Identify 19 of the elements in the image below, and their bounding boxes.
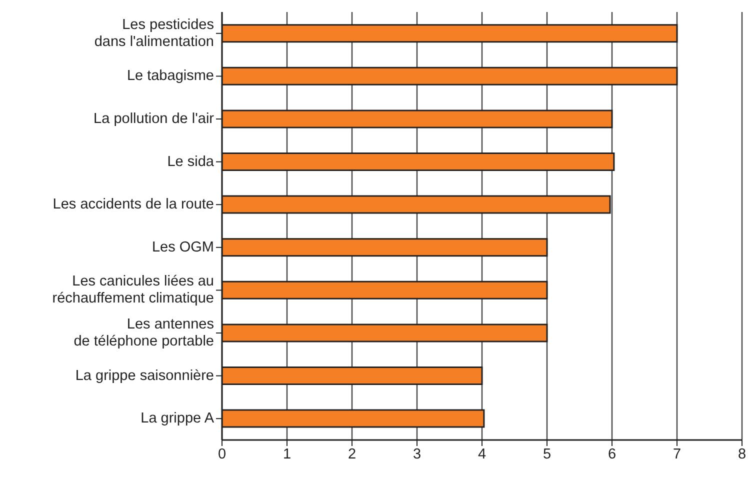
- y-tick-label: Le tabagisme: [126, 68, 214, 84]
- y-tick-label: Les accidents de la route: [52, 196, 214, 213]
- y-tick-label: Les antennes de téléphone portable: [74, 316, 214, 350]
- y-tick-label: La grippe saisonnière: [75, 368, 214, 384]
- x-tick-label: 3: [412, 446, 422, 462]
- x-tick-label: 0: [218, 446, 226, 462]
- y-tick-label: La pollution de l'air: [94, 111, 214, 127]
- x-tick-label: 4: [478, 446, 486, 462]
- y-tick-label: Les canicules liées au réchauffement climatique: [52, 274, 214, 307]
- y-tick-label: Les pesticides dans l'alimentation: [94, 16, 214, 50]
- y-tick-label: La grippe A: [140, 410, 214, 427]
- y-tick-label: Le sida: [167, 154, 215, 170]
- x-tick-label: 8: [738, 446, 746, 462]
- x-tick-label: 6: [608, 446, 616, 462]
- x-tick-label: 1: [282, 446, 292, 462]
- y-tick-label: Les OGM: [152, 239, 214, 256]
- x-tick-label: 2: [348, 446, 356, 462]
- x-tick-label: 7: [672, 446, 682, 462]
- x-tick-label: 5: [542, 446, 552, 462]
